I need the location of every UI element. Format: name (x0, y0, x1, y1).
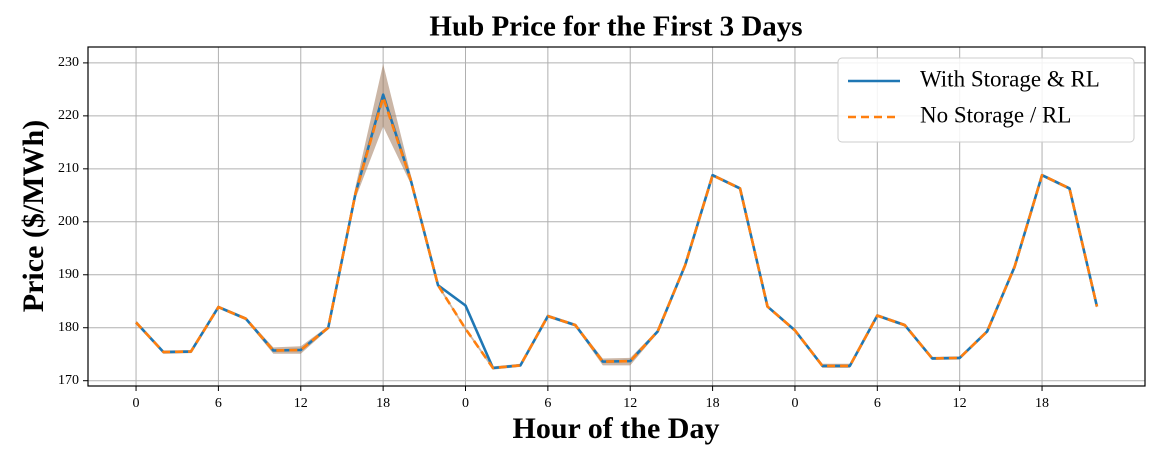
x-tick-label: 12 (953, 396, 967, 411)
y-tick-label: 200 (58, 214, 79, 229)
chart-title: Hub Price for the First 3 Days (429, 11, 802, 43)
x-tick-label: 18 (706, 396, 720, 411)
x-tick-label: 12 (623, 396, 637, 411)
y-tick-label: 190 (58, 267, 79, 282)
legend-box (837, 57, 1135, 143)
x-tick-label: 18 (1035, 396, 1049, 411)
y-tick-label: 170 (58, 373, 79, 388)
x-tick-label: 0 (462, 396, 469, 411)
y-axis-label: Price ($/MWh) (17, 120, 50, 312)
series-line (135, 96, 1099, 370)
x-tick-label: 12 (294, 396, 308, 411)
x-tick-label: 6 (544, 396, 551, 411)
confidence-band (136, 63, 1097, 370)
x-tick-label: 6 (874, 396, 881, 411)
x-tick-label: 0 (133, 396, 140, 411)
x-tick-label: 18 (376, 396, 390, 411)
x-axis-label: Hour of the Day (513, 412, 720, 445)
legend-label: With Storage & RL (920, 66, 1100, 91)
axes-frame (87, 46, 1146, 387)
legend: With Storage & RL No Storage / RL (837, 57, 1135, 143)
x-tick-label: 0 (791, 396, 798, 411)
y-tick-label: 230 (58, 55, 79, 70)
legend-label: No Storage / RL (920, 102, 1071, 127)
y-tick-label: 180 (58, 320, 79, 335)
x-tick-label: 6 (215, 396, 222, 411)
y-tick-label: 210 (58, 161, 79, 176)
y-tick-label: 220 (58, 108, 79, 123)
